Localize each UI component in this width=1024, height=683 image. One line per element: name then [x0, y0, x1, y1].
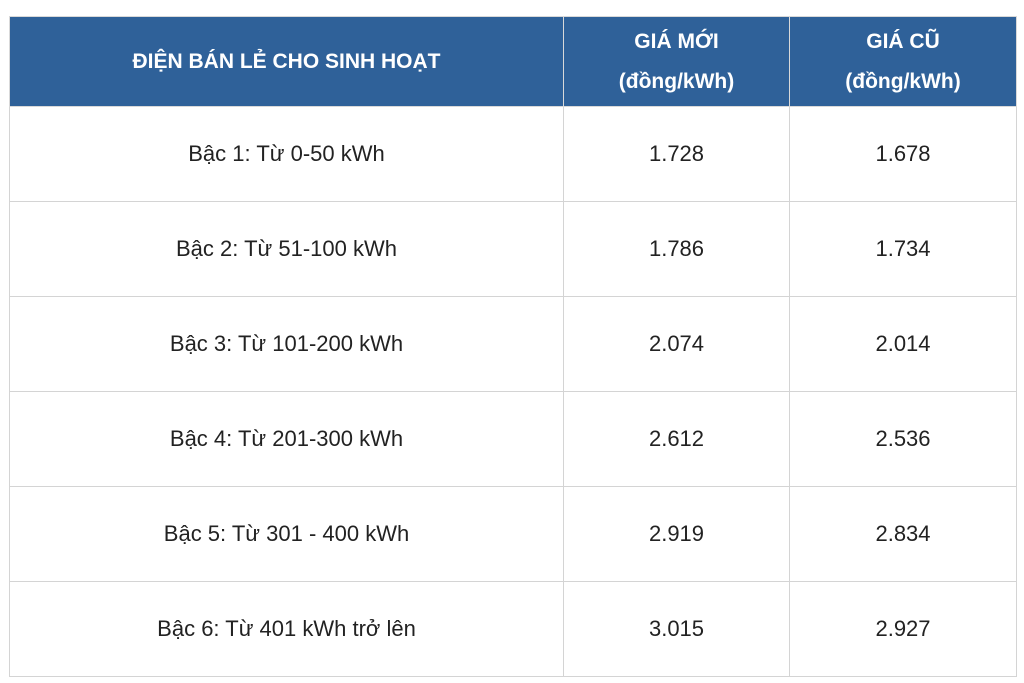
table-row: Bậc 3: Từ 101-200 kWh 2.074 2.014	[9, 296, 1017, 392]
tier-cell: Bậc 1: Từ 0-50 kWh	[9, 106, 564, 202]
header-old-price-unit: (đồng/kWh)	[845, 69, 961, 93]
header-new-price-unit: (đồng/kWh)	[618, 69, 735, 93]
electricity-price-table: ĐIỆN BÁN LẺ CHO SINH HOẠT GIÁ MỚI (đồng/…	[9, 16, 1017, 677]
tier-cell: Bậc 3: Từ 101-200 kWh	[9, 296, 564, 392]
table-row: Bậc 5: Từ 301 - 400 kWh 2.919 2.834	[9, 486, 1017, 582]
header-new-price: GIÁ MỚI (đồng/kWh)	[563, 16, 790, 107]
header-row: ĐIỆN BÁN LẺ CHO SINH HOẠT GIÁ MỚI (đồng/…	[9, 16, 1017, 107]
price-table-container: ĐIỆN BÁN LẺ CHO SINH HOẠT GIÁ MỚI (đồng/…	[9, 16, 1017, 677]
old-price-cell: 1.734	[789, 201, 1017, 297]
old-price-cell: 2.536	[789, 391, 1017, 487]
new-price-cell: 2.919	[563, 486, 790, 582]
table-row: Bậc 1: Từ 0-50 kWh 1.728 1.678	[9, 106, 1017, 202]
header-tier-label: ĐIỆN BÁN LẺ CHO SINH HOẠT	[132, 49, 441, 73]
new-price-cell: 1.786	[563, 201, 790, 297]
table-row: Bậc 2: Từ 51-100 kWh 1.786 1.734	[9, 201, 1017, 297]
table-header: ĐIỆN BÁN LẺ CHO SINH HOẠT GIÁ MỚI (đồng/…	[9, 16, 1017, 107]
new-price-cell: 2.074	[563, 296, 790, 392]
header-old-price: GIÁ CŨ (đồng/kWh)	[789, 16, 1017, 107]
new-price-cell: 3.015	[563, 581, 790, 677]
header-new-price-label: GIÁ MỚI	[634, 29, 719, 53]
new-price-cell: 2.612	[563, 391, 790, 487]
header-tier: ĐIỆN BÁN LẺ CHO SINH HOẠT	[9, 16, 564, 107]
old-price-cell: 2.014	[789, 296, 1017, 392]
old-price-cell: 2.927	[789, 581, 1017, 677]
tier-cell: Bậc 2: Từ 51-100 kWh	[9, 201, 564, 297]
new-price-cell: 1.728	[563, 106, 790, 202]
table-body: Bậc 1: Từ 0-50 kWh 1.728 1.678 Bậc 2: Từ…	[9, 106, 1017, 677]
header-old-price-label: GIÁ CŨ	[866, 29, 940, 53]
table-row: Bậc 6: Từ 401 kWh trở lên 3.015 2.927	[9, 581, 1017, 677]
tier-cell: Bậc 5: Từ 301 - 400 kWh	[9, 486, 564, 582]
tier-cell: Bậc 6: Từ 401 kWh trở lên	[9, 581, 564, 677]
table-row: Bậc 4: Từ 201-300 kWh 2.612 2.536	[9, 391, 1017, 487]
tier-cell: Bậc 4: Từ 201-300 kWh	[9, 391, 564, 487]
old-price-cell: 2.834	[789, 486, 1017, 582]
old-price-cell: 1.678	[789, 106, 1017, 202]
